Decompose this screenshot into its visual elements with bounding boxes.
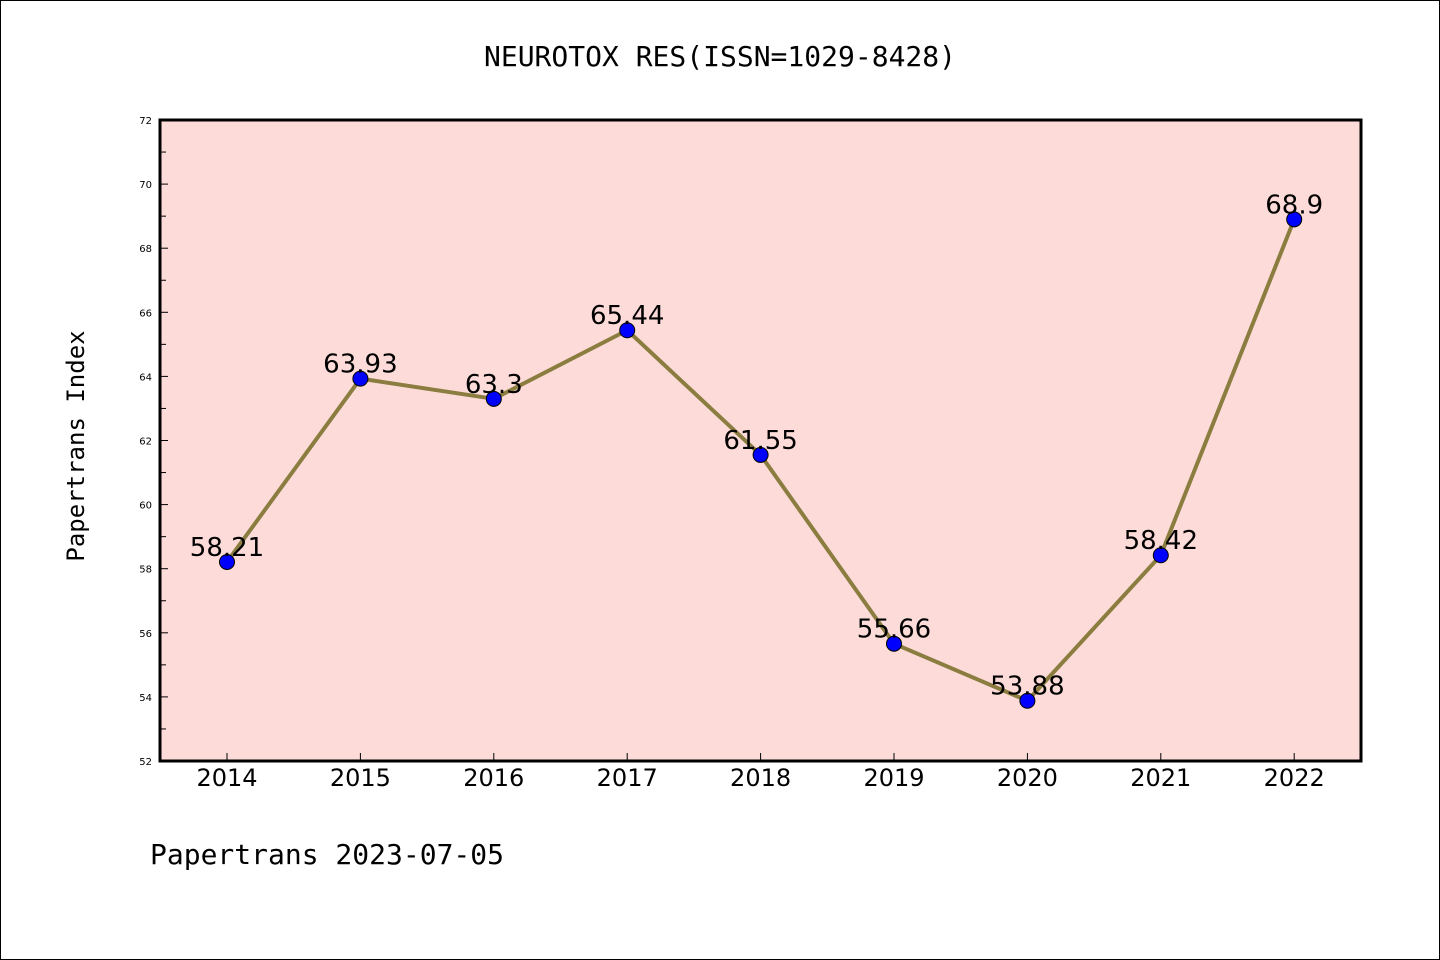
x-tick-label: 2017 bbox=[597, 764, 658, 792]
x-tick-label: 2014 bbox=[196, 764, 257, 792]
x-tick-label: 2018 bbox=[730, 764, 791, 792]
data-point-label: 58.21 bbox=[190, 533, 264, 563]
data-point-marker bbox=[1019, 692, 1036, 709]
y-tick-label: 66 bbox=[139, 308, 152, 319]
y-tick-label: 62 bbox=[139, 437, 152, 448]
data-point-label: 68.9 bbox=[1265, 190, 1323, 220]
data-point-marker bbox=[352, 370, 369, 387]
y-tick-label: 72 bbox=[139, 116, 152, 127]
x-tick-label: 2016 bbox=[463, 764, 524, 792]
plot-area bbox=[160, 120, 1361, 761]
x-tick-label: 2015 bbox=[330, 764, 391, 792]
data-point-label: 63.3 bbox=[465, 370, 523, 400]
data-point-label: 61.55 bbox=[723, 426, 797, 456]
y-tick-label: 58 bbox=[139, 565, 152, 576]
data-point-marker bbox=[1152, 547, 1169, 564]
data-point-marker bbox=[219, 553, 235, 570]
data-point-marker bbox=[485, 390, 502, 407]
data-point-marker bbox=[886, 635, 902, 652]
x-axis-ticks: 2014 2015 2016 2017 2018 2019 2020 2021 2022 bbox=[196, 753, 1325, 792]
data-point-marker bbox=[619, 322, 636, 339]
chart-title: NEUROTOX RES(ISSN=1029-8428) bbox=[484, 40, 956, 73]
data-point-marker bbox=[752, 446, 769, 463]
x-tick-label: 2021 bbox=[1130, 764, 1191, 792]
x-tick-label: 2022 bbox=[1264, 764, 1325, 792]
y-tick-label: 60 bbox=[139, 501, 152, 512]
data-point-label: 65.44 bbox=[590, 301, 664, 331]
y-tick-label: 68 bbox=[139, 244, 152, 255]
data-point-label: 58.42 bbox=[1124, 526, 1198, 556]
x-tick-label: 2020 bbox=[997, 764, 1058, 792]
data-markers bbox=[219, 211, 1303, 709]
x-tick-label: 2019 bbox=[863, 764, 924, 792]
y-tick-label: 70 bbox=[139, 180, 152, 191]
y-tick-label: 56 bbox=[139, 629, 152, 640]
data-point-label: 63.93 bbox=[323, 350, 397, 380]
data-point-marker bbox=[1286, 211, 1303, 228]
y-tick-label: 54 bbox=[139, 693, 152, 704]
plot-border bbox=[158, 118, 1363, 763]
y-tick-label: 52 bbox=[139, 757, 152, 768]
y-axis-label: Papertrans Index bbox=[62, 330, 90, 561]
footer-text: Papertrans 2023-07-05 bbox=[150, 838, 504, 871]
data-point-label: 55.66 bbox=[857, 615, 931, 645]
data-labels: 58.21 63.93 63.3 65.44 61.55 55.66 53.88 58.42 6… bbox=[190, 190, 1323, 701]
y-tick-label: 64 bbox=[139, 372, 152, 383]
data-point-label: 53.88 bbox=[990, 672, 1064, 702]
